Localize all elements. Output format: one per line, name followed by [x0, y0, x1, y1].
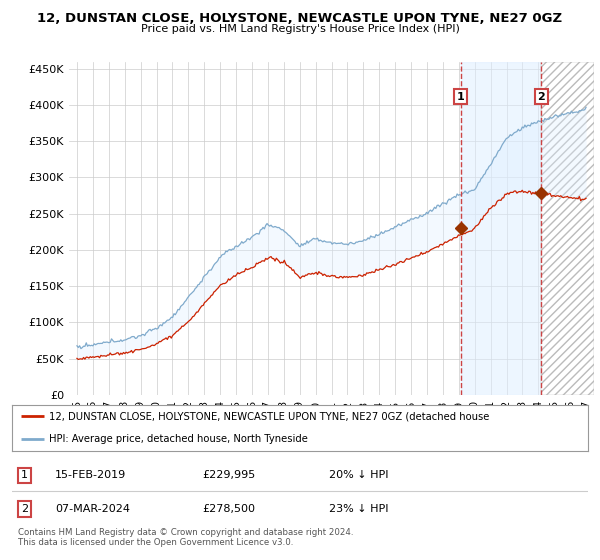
Text: £278,500: £278,500 — [202, 504, 255, 514]
Text: 12, DUNSTAN CLOSE, HOLYSTONE, NEWCASTLE UPON TYNE, NE27 0GZ: 12, DUNSTAN CLOSE, HOLYSTONE, NEWCASTLE … — [37, 12, 563, 25]
Text: £229,995: £229,995 — [202, 470, 256, 480]
Text: This data is licensed under the Open Government Licence v3.0.: This data is licensed under the Open Gov… — [18, 538, 293, 547]
Bar — [461, 62, 541, 395]
Text: 15-FEB-2019: 15-FEB-2019 — [55, 470, 127, 480]
Text: 1: 1 — [457, 92, 464, 101]
Bar — [541, 62, 594, 395]
Text: Price paid vs. HM Land Registry's House Price Index (HPI): Price paid vs. HM Land Registry's House … — [140, 24, 460, 34]
Bar — [541, 62, 594, 395]
Text: 2: 2 — [538, 92, 545, 101]
Text: 12, DUNSTAN CLOSE, HOLYSTONE, NEWCASTLE UPON TYNE, NE27 0GZ (detached house: 12, DUNSTAN CLOSE, HOLYSTONE, NEWCASTLE … — [49, 412, 490, 421]
Text: Contains HM Land Registry data © Crown copyright and database right 2024.: Contains HM Land Registry data © Crown c… — [18, 528, 353, 536]
Text: 23% ↓ HPI: 23% ↓ HPI — [329, 504, 388, 514]
Text: 1: 1 — [21, 470, 28, 480]
Text: 07-MAR-2024: 07-MAR-2024 — [55, 504, 130, 514]
Text: 2: 2 — [21, 504, 28, 514]
Text: 20% ↓ HPI: 20% ↓ HPI — [329, 470, 388, 480]
Text: HPI: Average price, detached house, North Tyneside: HPI: Average price, detached house, Nort… — [49, 435, 308, 444]
